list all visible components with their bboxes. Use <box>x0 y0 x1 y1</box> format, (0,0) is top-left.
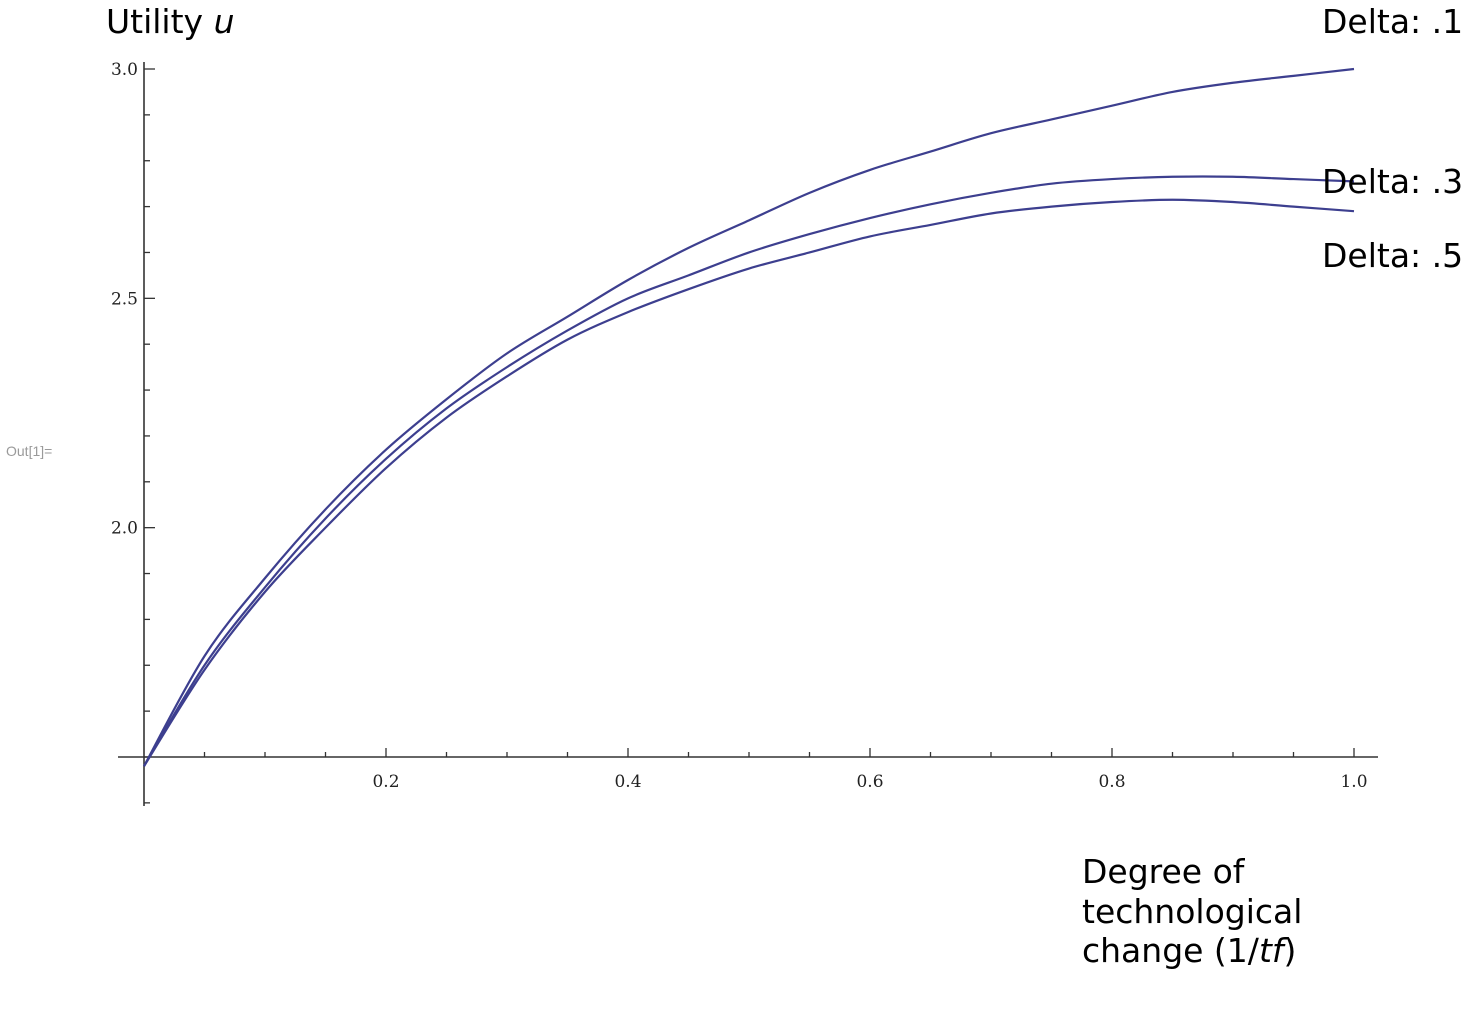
x-axis-title: Degree of technological change (1/tf) <box>1082 852 1302 971</box>
y-axis-title: Utility u <box>106 2 234 42</box>
x-axis-title-variable: tf <box>1258 931 1284 971</box>
series-line-delta-5 <box>143 198 1355 767</box>
series-label-delta-1: Delta: .1 <box>1322 2 1464 41</box>
x-tick-label: 0.2 <box>372 772 399 792</box>
y-tick-label: 2.0 <box>111 519 138 539</box>
y-axis-title-text: Utility <box>106 2 214 41</box>
x-tick-label: 1.0 <box>1340 772 1367 792</box>
x-axis-title-line-3: change (1/tf) <box>1082 931 1302 971</box>
series-label-delta-3: Delta: .3 <box>1322 162 1464 201</box>
x-tick-label: 0.4 <box>614 772 641 792</box>
output-cell-label: Out[1]= <box>6 443 53 459</box>
y-axis-title-variable: u <box>213 2 235 41</box>
y-tick-label: 2.5 <box>111 289 138 309</box>
x-axis-title-line-3-prefix: change (1/ <box>1082 931 1259 971</box>
y-tick-label: 3.0 <box>111 60 138 80</box>
series-line-delta-1 <box>143 67 1355 767</box>
x-axis-title-line-1: Degree of <box>1082 852 1245 891</box>
series-label-delta-5: Delta: .5 <box>1322 236 1464 275</box>
x-tick-label: 0.8 <box>1098 772 1125 792</box>
x-axis-title-line-3-suffix: ) <box>1283 931 1297 971</box>
series-line-delta-3 <box>143 175 1355 767</box>
x-tick-label: 0.6 <box>856 772 883 792</box>
x-axis-title-line-2: technological <box>1082 891 1303 931</box>
